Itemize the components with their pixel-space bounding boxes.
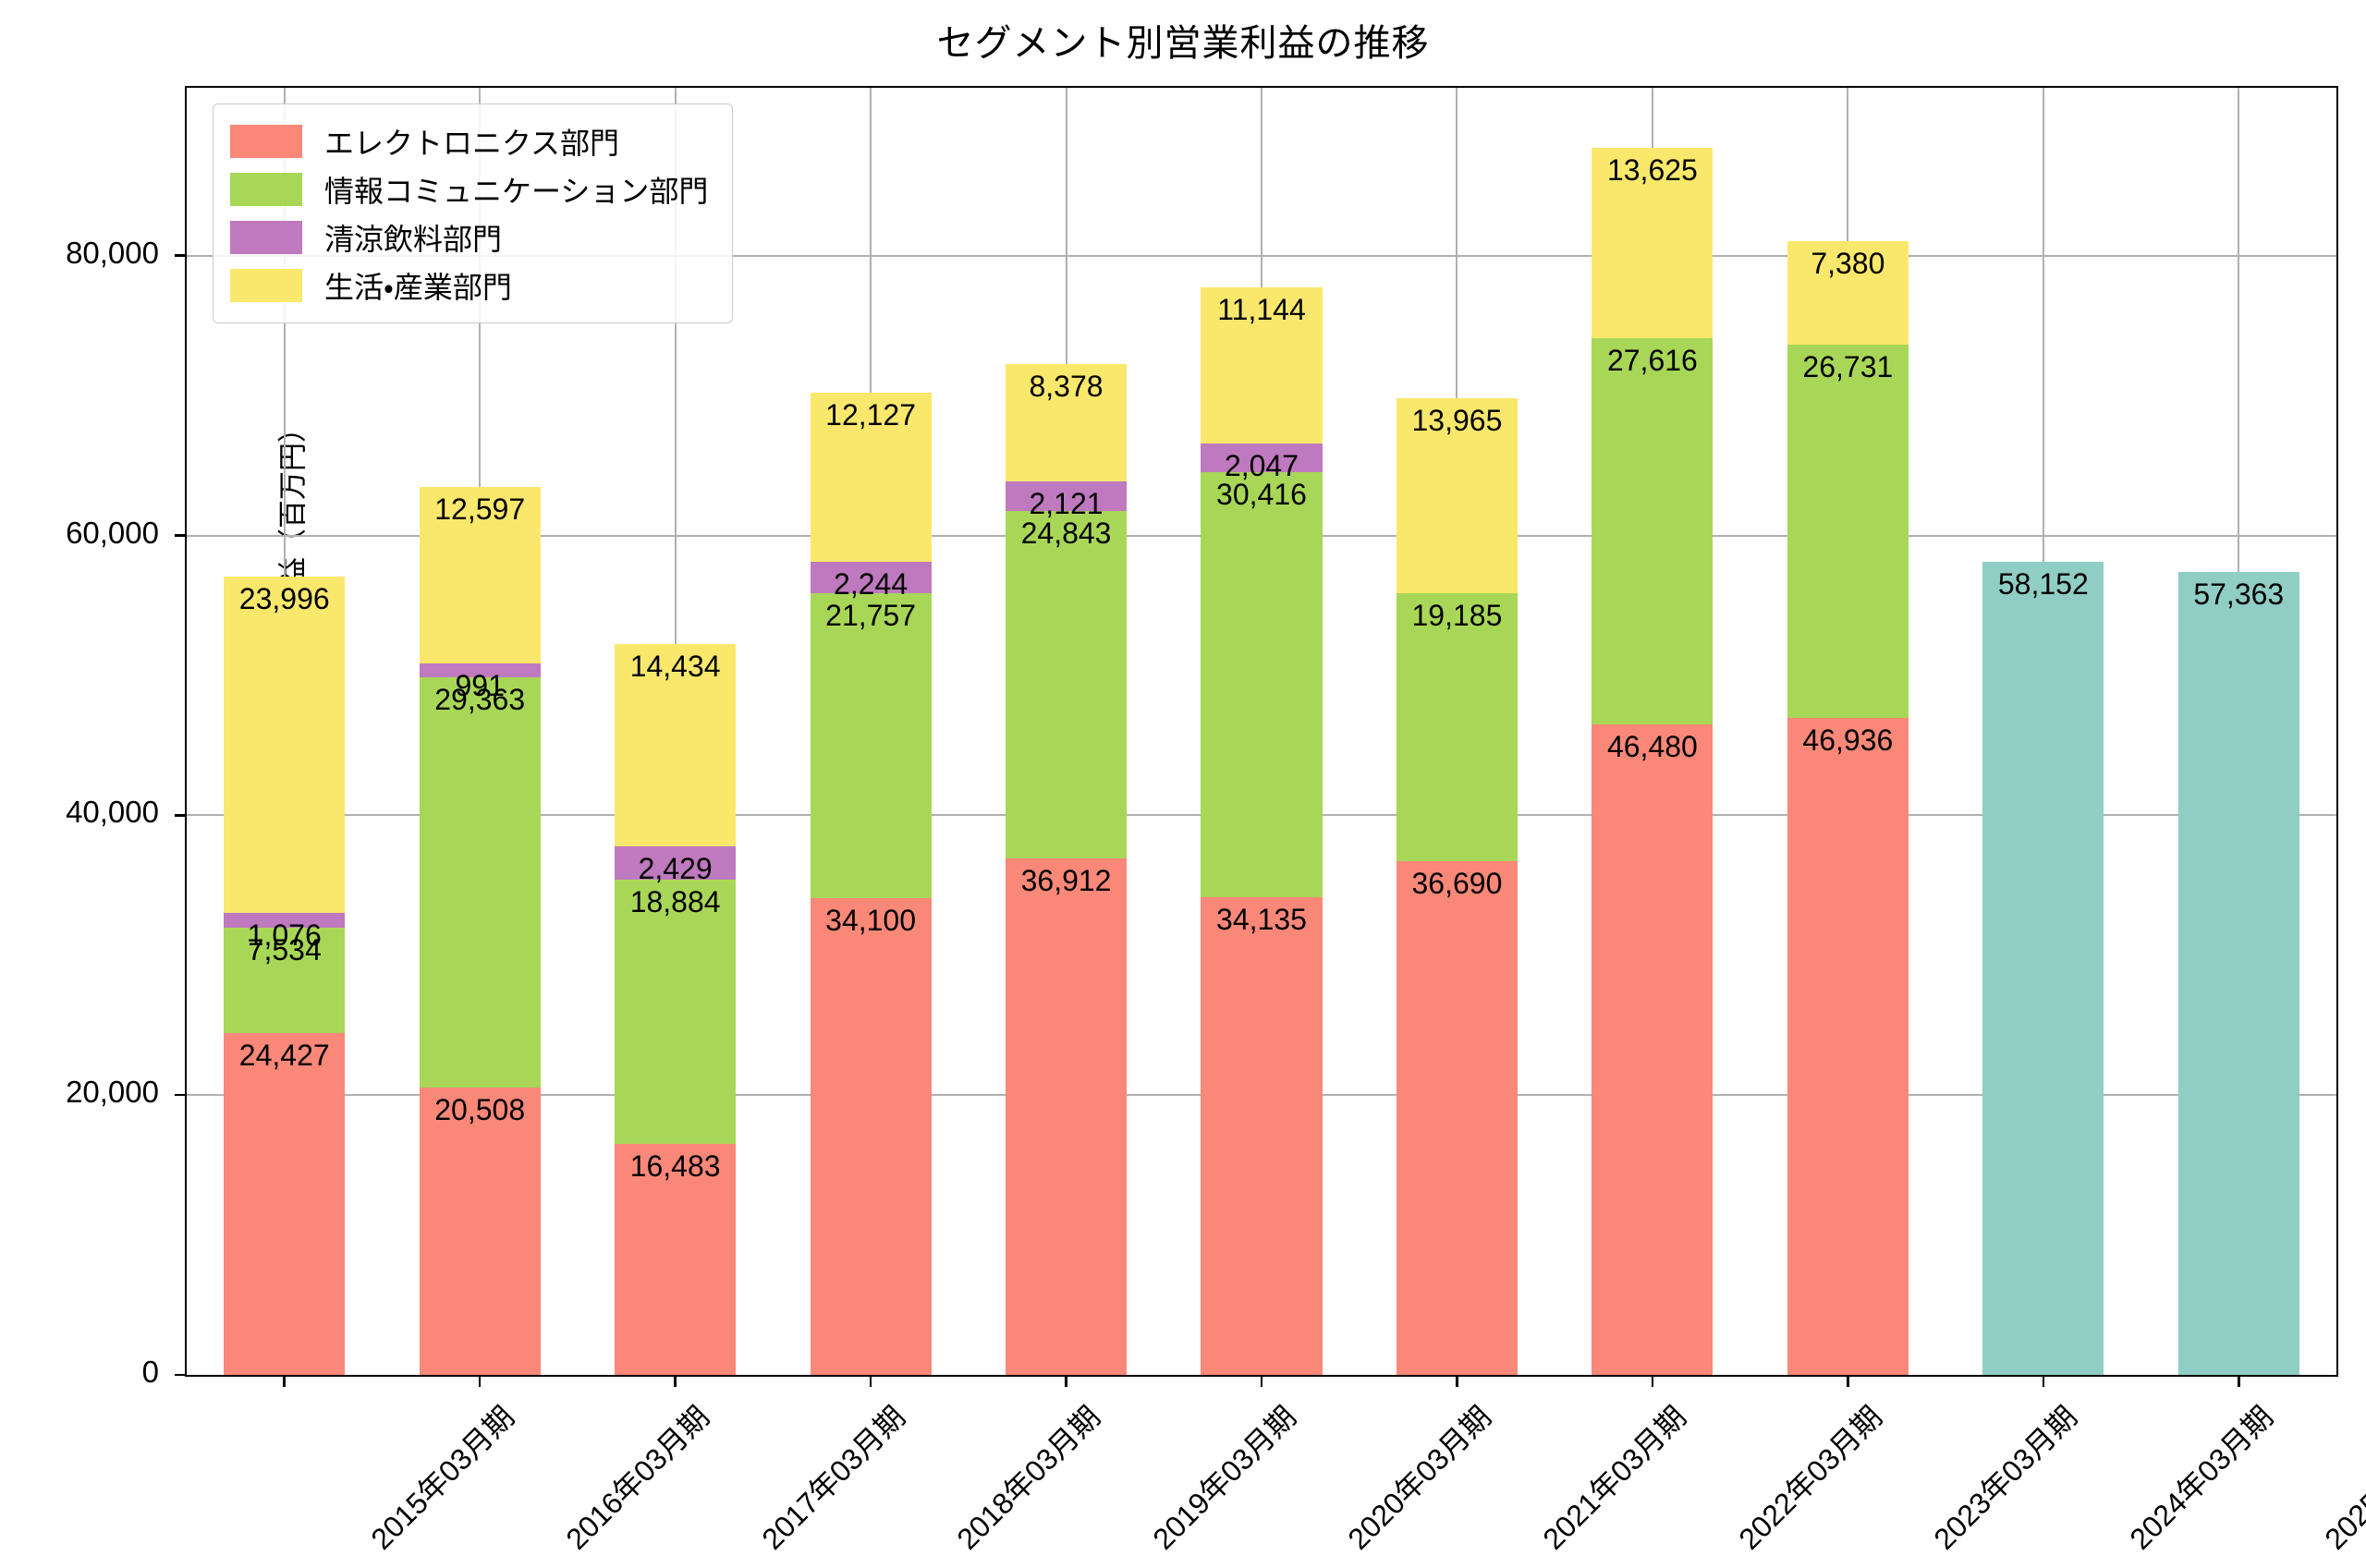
bar-segment[interactable] (810, 392, 932, 563)
bar-group[interactable]: 34,135 30,416 2,047 11,144 (1201, 88, 1323, 1375)
legend-label: エレクトロニクス部門 (324, 127, 620, 160)
bar-segment[interactable] (615, 644, 737, 846)
chart-legend: エレクトロニクス部門情報コミュニケーション部門 清涼飲料部門 生活・産業部門 (213, 103, 734, 323)
bar-group[interactable]: 46,480 27,616 13,625 (1592, 88, 1714, 1375)
plot-area: 営業利益（百万円） 24,427 7,534 1,076 23,996 20,508 29… (66, 86, 2366, 1556)
legend-item[interactable]: 生活・産業部門 (230, 261, 708, 310)
y-tick-label: 0 (141, 1355, 159, 1389)
y-tick-label: 40,000 (66, 795, 159, 830)
bar-segment[interactable] (615, 1144, 737, 1375)
bar-segment[interactable] (1592, 338, 1714, 725)
bar-segment[interactable] (1005, 510, 1128, 859)
bar-segment[interactable] (1787, 718, 1909, 1375)
x-tick-mark (674, 1375, 677, 1387)
legend-label: 生活・産業部門 (324, 271, 512, 304)
x-tick-label: 2016年03月期 (559, 1399, 716, 1556)
x-tick-mark (1065, 1375, 1067, 1387)
bar-segment[interactable] (810, 562, 932, 594)
bar-segment[interactable] (1787, 344, 1909, 719)
bar-segment[interactable] (224, 912, 346, 929)
x-tick-mark (2042, 1375, 2045, 1387)
bar-segment[interactable] (1005, 480, 1128, 511)
bar-segment[interactable] (810, 897, 932, 1375)
y-tick-label: 20,000 (66, 1075, 159, 1110)
x-tick-label: 2024年03月期 (2123, 1399, 2280, 1556)
bar-segment[interactable] (1201, 443, 1323, 472)
bar-segment[interactable] (224, 1033, 346, 1375)
bar-segment[interactable] (1396, 397, 1518, 593)
x-tick-label: 2017年03月期 (754, 1399, 911, 1556)
x-tick-label: 2023年03月期 (1927, 1399, 2084, 1556)
x-tick-mark (2238, 1375, 2240, 1387)
x-tick-label: 2020年03月期 (1341, 1399, 1498, 1556)
x-tick-label: 2025年03月期 (2318, 1399, 2366, 1556)
x-tick-mark (1456, 1375, 1458, 1387)
bar-segment[interactable] (1201, 471, 1323, 898)
bar-segment[interactable] (224, 928, 346, 1034)
chart-title: セグメント別営業利益の推移 (936, 23, 1430, 64)
bar-segment[interactable] (1201, 897, 1323, 1375)
x-tick-label: 2015年03月期 (364, 1399, 520, 1556)
x-tick-mark (478, 1375, 482, 1387)
legend-label: 情報コミュニケーション部門 (324, 175, 709, 208)
bar-segment[interactable] (1005, 363, 1128, 481)
bar-segment[interactable] (2177, 572, 2299, 1375)
x-tick-label: 2022年03月期 (1732, 1399, 1889, 1556)
bar-segment[interactable] (1396, 861, 1518, 1375)
bar-segment[interactable] (419, 1088, 541, 1375)
bar-segment[interactable] (1592, 724, 1714, 1375)
x-tick-mark (283, 1375, 286, 1387)
y-tick-mark (175, 814, 187, 817)
legend-swatch-icon (230, 173, 302, 206)
x-tick-mark (869, 1375, 872, 1387)
x-tick-mark (1260, 1375, 1263, 1387)
x-tick-mark (1651, 1375, 1654, 1387)
bar-segment[interactable] (810, 593, 932, 898)
bar-group[interactable]: 46,936 26,731 7,380 (1787, 88, 1909, 1375)
bar-segment[interactable] (419, 487, 541, 663)
legend-swatch-icon (230, 125, 302, 158)
bar-segment[interactable] (1201, 286, 1323, 444)
bar-segment[interactable] (1396, 592, 1518, 862)
bar-segment[interactable] (224, 577, 346, 913)
bar-group[interactable]: 36,912 24,843 2,121 8,378 (1005, 88, 1128, 1375)
bar-segment[interactable] (1787, 240, 1909, 345)
x-tick-label: 2021年03月期 (1536, 1399, 1693, 1556)
bar-segment[interactable] (615, 880, 737, 1145)
bar-group[interactable]: 34,100 21,757 2,244 12,127 (810, 88, 932, 1375)
bar-group[interactable]: 24,427 7,534 1,076 23,996 (224, 88, 346, 1375)
bar-segment[interactable] (1592, 147, 1714, 339)
bar-segment[interactable] (419, 676, 541, 1088)
legend-swatch-icon (230, 221, 302, 254)
bar-segment[interactable] (615, 845, 737, 881)
y-tick-mark (175, 1373, 187, 1377)
bar-segment[interactable] (1982, 561, 2104, 1375)
bar-group[interactable]: 58,152 (1982, 88, 2104, 1375)
bar-group[interactable]: 36,690 19,185 13,965 (1396, 88, 1518, 1375)
y-tick-mark (175, 1093, 187, 1097)
bar-segment[interactable] (419, 662, 541, 677)
bar-group[interactable]: 57,363 (2177, 88, 2299, 1375)
x-tick-label: 2018年03月期 (950, 1399, 1107, 1556)
y-tick-mark (175, 534, 187, 537)
y-tick-label: 60,000 (66, 515, 159, 550)
legend-label: 清涼飲料部門 (324, 223, 503, 256)
y-tick-label: 80,000 (66, 235, 159, 270)
bar-segment[interactable] (1005, 858, 1128, 1375)
legend-item[interactable]: 清涼飲料部門 (230, 213, 708, 261)
x-tick-mark (1847, 1375, 1849, 1387)
x-tick-label: 2019年03月期 (1145, 1399, 1302, 1556)
y-tick-mark (175, 254, 187, 257)
legend-item[interactable]: エレクトロニクス部門 (230, 117, 708, 165)
legend-swatch-icon (230, 269, 302, 302)
legend-item[interactable]: 情報コミュニケーション部門 (230, 165, 708, 213)
